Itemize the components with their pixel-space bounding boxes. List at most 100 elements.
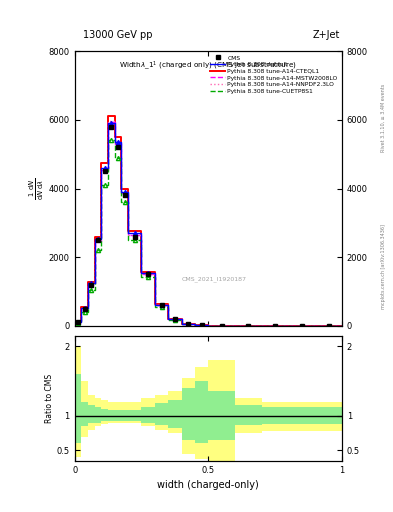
- Pythia 8.308 default: [259, 323, 264, 329]
- Pythia 8.308 tune-CUETP8S1: [79, 320, 84, 326]
- Pythia 8.308 default: [79, 319, 84, 325]
- Pythia 8.308 tune-CUETP8S1: [340, 323, 344, 329]
- Pythia 8.308 tune-A14-MSTW2008LO: [179, 316, 184, 322]
- Bar: [262, 408, 288, 424]
- Pythia 8.308 tune-A14-MSTW2008LO: [119, 141, 124, 147]
- Pythia 8.308 tune-A14-NNPDF2.3LO: [139, 231, 144, 238]
- Pythia 8.308 tune-A14-NNPDF2.3LO: [353, 323, 358, 329]
- Bar: [195, 367, 208, 459]
- Pythia 8.308 tune-CUETP8S1: [286, 323, 291, 329]
- Pythia 8.308 tune-A14-NNPDF2.3LO: [99, 165, 104, 172]
- Pythia 8.308 tune-CUETP8S1: [126, 199, 130, 205]
- Pythia 8.308 tune-CUETP8S1: [259, 323, 264, 329]
- CMS: [96, 237, 101, 243]
- Pythia 8.308 tune-A14-CTEQL1: [126, 228, 130, 234]
- Pythia 8.308 tune-A14-CTEQL1: [233, 323, 237, 329]
- Pythia 8.308 tune-A14-CTEQL1: [179, 321, 184, 327]
- Pythia 8.308 tune-A14-CTEQL1: [313, 323, 318, 329]
- Bar: [195, 381, 208, 443]
- Pythia 8.308 default: [139, 230, 144, 236]
- Line: Pythia 8.308 tune-A14-NNPDF2.3LO: Pythia 8.308 tune-A14-NNPDF2.3LO: [75, 120, 355, 326]
- Pythia 8.308 default: [139, 270, 144, 276]
- CMS: [89, 282, 94, 288]
- Bar: [75, 374, 81, 443]
- Pythia 8.308 tune-A14-NNPDF2.3LO: [259, 323, 264, 329]
- Pythia 8.308 default: [126, 189, 130, 195]
- Pythia 8.308 tune-A14-NNPDF2.3LO: [259, 323, 264, 329]
- Pythia 8.308 tune-CUETP8S1: [179, 321, 184, 327]
- Pythia 8.308 tune-A14-NNPDF2.3LO: [119, 189, 124, 196]
- Pythia 8.308 tune-A14-MSTW2008LO: [233, 323, 237, 329]
- Pythia 8.308 tune-CUETP8S1: [206, 322, 211, 328]
- Pythia 8.308 tune-A14-NNPDF2.3LO: [92, 237, 97, 243]
- Pythia 8.308 tune-A14-MSTW2008LO: [259, 323, 264, 329]
- Pythia 8.308 default: [233, 323, 237, 329]
- Pythia 8.308 default: [152, 270, 157, 276]
- Pythia 8.308 tune-A14-MSTW2008LO: [179, 321, 184, 327]
- Bar: [235, 398, 262, 433]
- Bar: [315, 408, 342, 424]
- Pythia 8.308 tune-A14-CTEQL1: [353, 323, 358, 329]
- Pythia 8.308 tune-A14-CTEQL1: [139, 269, 144, 275]
- Bar: [262, 402, 288, 431]
- Pythia 8.308 default: [106, 165, 110, 171]
- Pythia 8.308 default: [166, 315, 171, 322]
- Pythia 8.308 default: [313, 323, 318, 329]
- Pythia 8.308 tune-A14-CTEQL1: [86, 304, 90, 310]
- Bar: [88, 395, 95, 430]
- Legend: CMS, Pythia 8.308 default, Pythia 8.308 tune-A14-CTEQL1, Pythia 8.308 tune-A14-M: CMS, Pythia 8.308 default, Pythia 8.308 …: [209, 54, 339, 95]
- Bar: [95, 408, 101, 422]
- Pythia 8.308 tune-CUETP8S1: [92, 287, 97, 293]
- Pythia 8.308 tune-A14-CTEQL1: [152, 269, 157, 275]
- Pythia 8.308 tune-A14-NNPDF2.3LO: [72, 319, 77, 325]
- Pythia 8.308 tune-A14-CTEQL1: [106, 113, 110, 119]
- Pythia 8.308 default: [259, 323, 264, 329]
- Pythia 8.308 tune-A14-NNPDF2.3LO: [233, 323, 237, 329]
- Pythia 8.308 tune-A14-MSTW2008LO: [166, 316, 171, 322]
- Pythia 8.308 tune-A14-CTEQL1: [179, 315, 184, 322]
- Pythia 8.308 tune-A14-NNPDF2.3LO: [139, 271, 144, 277]
- Bar: [155, 403, 168, 425]
- CMS: [159, 302, 164, 308]
- Pythia 8.308 default: [152, 302, 157, 308]
- Pythia 8.308 tune-A14-MSTW2008LO: [353, 323, 358, 329]
- CMS: [273, 323, 277, 329]
- Pythia 8.308 tune-A14-CTEQL1: [106, 160, 110, 166]
- Line: Pythia 8.308 tune-CUETP8S1: Pythia 8.308 tune-CUETP8S1: [75, 140, 355, 326]
- Pythia 8.308 tune-CUETP8S1: [259, 323, 264, 329]
- Line: Pythia 8.308 tune-A14-CTEQL1: Pythia 8.308 tune-A14-CTEQL1: [75, 116, 355, 326]
- Pythia 8.308 default: [99, 165, 104, 171]
- Pythia 8.308 tune-A14-CTEQL1: [119, 185, 124, 191]
- Pythia 8.308 default: [79, 305, 84, 311]
- Pythia 8.308 tune-A14-CTEQL1: [166, 301, 171, 307]
- Pythia 8.308 tune-A14-MSTW2008LO: [126, 190, 130, 196]
- Pythia 8.308 tune-CUETP8S1: [206, 323, 211, 329]
- Pythia 8.308 tune-A14-NNPDF2.3LO: [166, 316, 171, 322]
- Bar: [121, 410, 128, 420]
- Pythia 8.308 tune-A14-CTEQL1: [286, 323, 291, 329]
- Pythia 8.308 tune-CUETP8S1: [152, 304, 157, 310]
- CMS: [76, 319, 81, 326]
- Bar: [128, 402, 141, 422]
- Bar: [342, 402, 355, 431]
- Pythia 8.308 tune-CUETP8S1: [179, 316, 184, 323]
- Bar: [81, 381, 88, 437]
- Pythia 8.308 tune-A14-MSTW2008LO: [206, 323, 211, 329]
- Pythia 8.308 tune-A14-NNPDF2.3LO: [86, 281, 90, 287]
- Bar: [168, 391, 182, 433]
- Pythia 8.308 tune-A14-MSTW2008LO: [126, 232, 130, 238]
- Pythia 8.308 default: [286, 323, 291, 329]
- Pythia 8.308 tune-A14-MSTW2008LO: [286, 323, 291, 329]
- Pythia 8.308 tune-CUETP8S1: [313, 323, 318, 329]
- Bar: [141, 398, 155, 426]
- Pythia 8.308 tune-A14-MSTW2008LO: [152, 271, 157, 277]
- Pythia 8.308 tune-A14-CTEQL1: [99, 234, 104, 241]
- Pythia 8.308 tune-A14-NNPDF2.3LO: [106, 165, 110, 172]
- Text: CMS_2021_I1920187: CMS_2021_I1920187: [181, 276, 246, 282]
- CMS: [132, 233, 137, 240]
- Text: Z+Jet: Z+Jet: [312, 30, 340, 40]
- Pythia 8.308 tune-CUETP8S1: [112, 155, 117, 161]
- Pythia 8.308 tune-CUETP8S1: [126, 237, 130, 243]
- Pythia 8.308 tune-CUETP8S1: [106, 137, 110, 143]
- Pythia 8.308 default: [340, 323, 344, 329]
